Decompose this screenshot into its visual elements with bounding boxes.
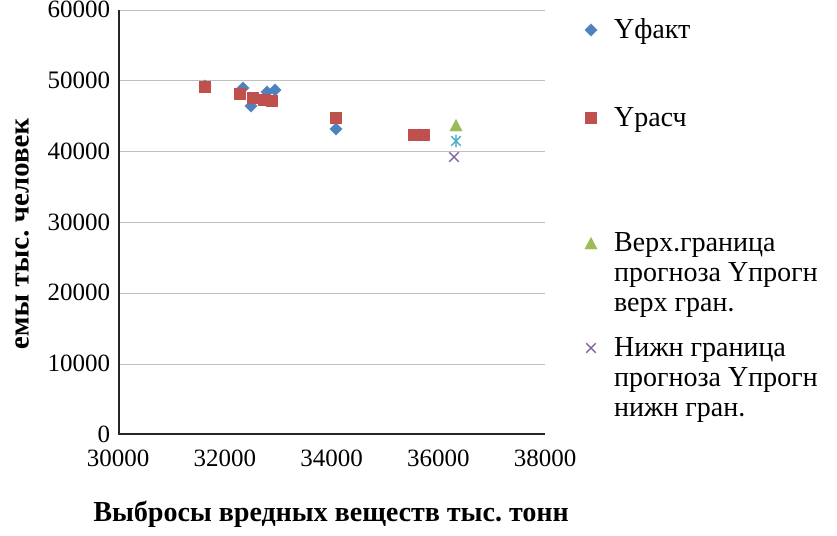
- gridline: [120, 363, 545, 365]
- legend-item: Верх.граница прогноза Yпрогн верх гран.: [578, 228, 830, 318]
- x-icon: [584, 341, 598, 355]
- x-tick-label: 34000: [300, 445, 363, 472]
- legend-label: Yфакт: [614, 14, 691, 45]
- legend-item: Yфакт: [578, 15, 830, 45]
- y-tick-label: 30000: [47, 208, 111, 236]
- x-tick-label: 32000: [193, 445, 257, 472]
- triangle-icon: [584, 236, 598, 250]
- x-tick-label: 36000: [407, 445, 470, 472]
- x-tick-label: 30000: [86, 445, 150, 472]
- gridline: [120, 292, 545, 294]
- gridline: [120, 222, 545, 223]
- y-tick-label: 60000: [47, 0, 111, 23]
- legend-item: Нижн граница прогноза Yпрогн нижн гран.: [578, 333, 830, 423]
- x-axis-title: Выбросы вредных веществ тыс. тонн: [93, 497, 569, 528]
- y-tick-label: 40000: [47, 137, 111, 165]
- x-tick-label: 38000: [513, 445, 577, 472]
- diamond-icon: [584, 23, 598, 37]
- y-tick-label: 20000: [47, 279, 111, 307]
- y-tick-label: 10000: [47, 350, 111, 378]
- legend-label: Нижн граница прогноза Yпрогн нижн гран.: [614, 332, 818, 423]
- plot-area: [118, 9, 545, 435]
- gridline: [120, 80, 545, 82]
- legend-item: Yрасч: [578, 103, 830, 133]
- gridline: [120, 9, 545, 11]
- legend-label: Yрасч: [614, 102, 687, 133]
- legend: Yфакт Yрасч Верх.граница прогноза Yпрогн в…: [578, 0, 837, 536]
- y-tick-label: 50000: [47, 66, 111, 94]
- gridline: [120, 151, 545, 153]
- y-tick-label: 0: [97, 421, 111, 448]
- legend-label: Верх.граница прогноза Yпрогн верх гран.: [614, 227, 818, 318]
- square-icon: [584, 111, 598, 125]
